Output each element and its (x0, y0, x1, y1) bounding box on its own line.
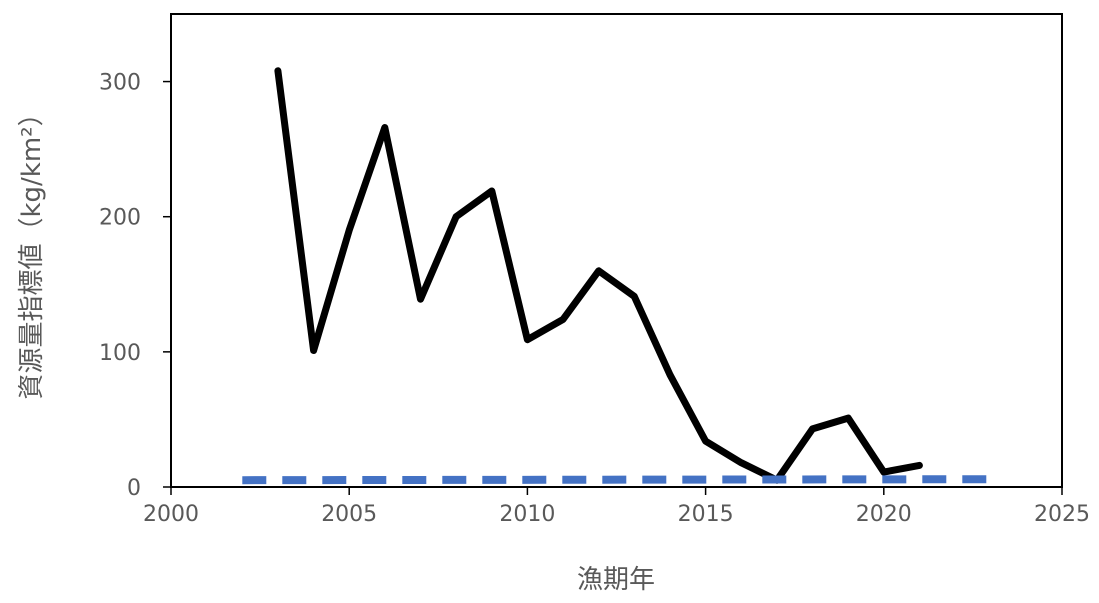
x-axis-ticks: 2000 2005 2010 2015 2020 2025 (143, 487, 1090, 527)
x-tick-label: 2005 (321, 502, 377, 527)
y-tick-label: 200 (99, 206, 141, 231)
y-tick-label: 300 (99, 71, 141, 96)
x-tick-label: 2000 (143, 502, 199, 527)
y-axis-title: 資源量指標値（kg/km²） (17, 100, 47, 399)
y-axis-ticks: 0 100 200 300 (99, 71, 171, 501)
x-tick-label: 2025 (1034, 502, 1090, 527)
series-line (274, 67, 923, 484)
reference-line-dashed (242, 475, 991, 485)
y-tick-label: 0 (127, 476, 141, 501)
x-tick-label: 2010 (499, 502, 555, 527)
plot-area (170, 13, 1063, 488)
x-tick-label: 2015 (678, 502, 734, 527)
y-tick-label: 100 (99, 341, 141, 366)
series-layer (242, 67, 991, 485)
x-axis-title: 漁期年 (577, 565, 655, 595)
x-tick-label: 2020 (856, 502, 912, 527)
